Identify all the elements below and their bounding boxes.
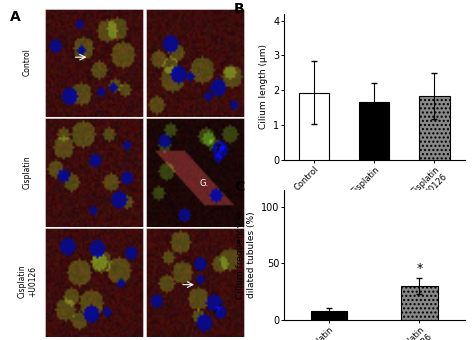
- Bar: [401, 286, 438, 320]
- Bar: [359, 102, 390, 160]
- Text: A: A: [9, 10, 20, 24]
- Bar: [300, 92, 329, 160]
- Text: *: *: [416, 262, 423, 275]
- Bar: [311, 311, 347, 320]
- Text: B: B: [234, 2, 245, 16]
- Text: Cisplatin: Cisplatin: [23, 155, 32, 188]
- Text: Control: Control: [23, 48, 32, 76]
- Y-axis label: Cilium frequency in
dilated tubules (%): Cilium frequency in dilated tubules (%): [236, 211, 255, 299]
- Bar: [419, 96, 449, 160]
- Y-axis label: Cilium length (μm): Cilium length (μm): [259, 44, 268, 129]
- Text: Cisplatin
+U0126: Cisplatin +U0126: [18, 265, 37, 299]
- Text: G.: G.: [200, 178, 209, 188]
- Text: C: C: [234, 180, 244, 194]
